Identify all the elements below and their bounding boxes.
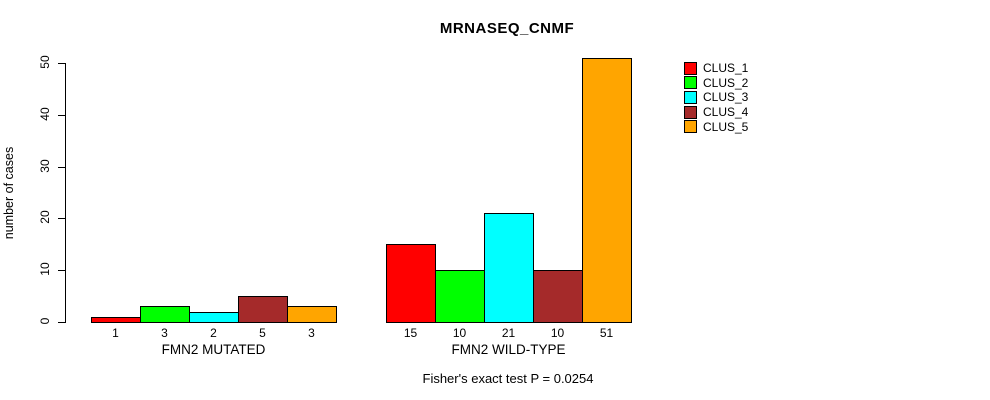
bar-clus_4-wild-type bbox=[533, 270, 583, 323]
legend-swatch-icon bbox=[684, 76, 697, 90]
y-tick-label: 30 bbox=[38, 158, 52, 173]
legend-label: CLUS_2 bbox=[703, 75, 749, 90]
bar-clus_3-mutated bbox=[189, 312, 239, 323]
legend-swatch-icon bbox=[684, 61, 697, 75]
bar-value-label: 21 bbox=[501, 326, 516, 340]
bar-clus_5-mutated bbox=[287, 306, 337, 323]
y-tick bbox=[58, 63, 65, 64]
y-axis-line bbox=[65, 63, 66, 323]
bar-clus_3-wild-type bbox=[484, 213, 534, 323]
bar-value-label: 10 bbox=[550, 326, 565, 340]
bar-clus_1-wild-type bbox=[386, 244, 436, 323]
bar-value-label: 5 bbox=[259, 326, 266, 340]
legend-item-clus_4: CLUS_4 bbox=[684, 105, 748, 120]
legend-label: CLUS_5 bbox=[703, 119, 749, 134]
legend-label: CLUS_4 bbox=[703, 105, 749, 120]
legend-label: CLUS_1 bbox=[703, 61, 749, 76]
y-tick-label: 0 bbox=[38, 317, 52, 325]
y-tick-label: 40 bbox=[38, 107, 52, 121]
bar-value-label: 15 bbox=[403, 326, 418, 340]
bar-clus_4-mutated bbox=[238, 296, 288, 323]
bar-value-label: 3 bbox=[161, 326, 168, 340]
legend-item-clus_5: CLUS_5 bbox=[684, 119, 748, 134]
legend-item-clus_3: CLUS_3 bbox=[684, 90, 748, 105]
legend: CLUS_1 CLUS_2 CLUS_3 CLUS_4 CLUS_5 bbox=[684, 61, 748, 134]
y-tick bbox=[58, 270, 65, 272]
bar-clus_1-mutated bbox=[91, 317, 141, 323]
x-category-label: FMN2 MUTATED bbox=[161, 342, 266, 357]
legend-swatch-icon bbox=[684, 120, 697, 134]
bar-value-label: 2 bbox=[210, 326, 217, 340]
bar-value-label: 51 bbox=[599, 326, 614, 340]
legend-item-clus_2: CLUS_2 bbox=[684, 76, 748, 91]
y-tick bbox=[58, 322, 65, 323]
bar-clus_2-mutated bbox=[140, 306, 190, 323]
legend-swatch-icon bbox=[684, 105, 697, 119]
legend-item-clus_1: CLUS_1 bbox=[684, 61, 748, 76]
y-tick-label: 20 bbox=[38, 210, 52, 225]
bar-clus_2-wild-type bbox=[435, 270, 485, 323]
x-category-label: FMN2 WILD-TYPE bbox=[451, 342, 566, 357]
y-tick bbox=[58, 218, 65, 220]
chart-title: MRNASEQ_CNMF bbox=[439, 20, 575, 37]
y-tick-label: 10 bbox=[38, 262, 52, 276]
bar-value-label: 1 bbox=[112, 326, 119, 340]
legend-swatch-icon bbox=[684, 90, 697, 104]
annotation-text: Fisher's exact test P = 0.0254 bbox=[422, 371, 594, 386]
y-axis-label: number of cases bbox=[2, 146, 16, 240]
y-tick bbox=[58, 114, 65, 116]
bar-clus_5-wild-type bbox=[582, 58, 632, 323]
bar-value-label: 10 bbox=[452, 326, 467, 340]
bar-value-label: 3 bbox=[308, 326, 315, 340]
legend-label: CLUS_3 bbox=[703, 90, 749, 105]
y-tick-label: 50 bbox=[38, 55, 52, 69]
y-tick bbox=[58, 166, 65, 168]
